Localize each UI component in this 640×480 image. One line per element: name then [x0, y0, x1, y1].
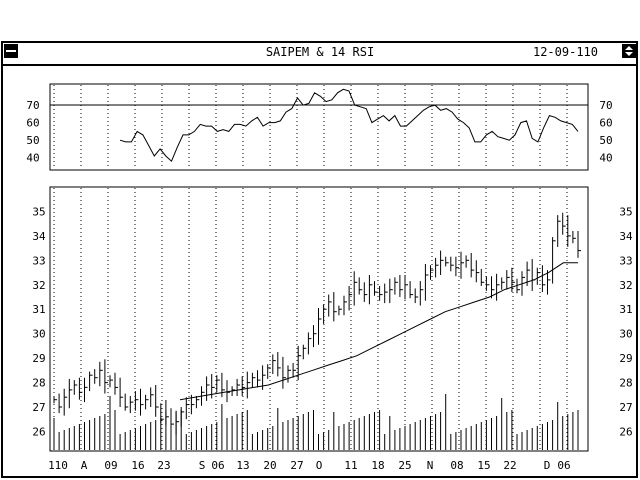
x-tick-label: S [199, 459, 206, 472]
price-y-tick-right: 32 [619, 279, 632, 292]
price-y-tick-left: 33 [32, 254, 45, 267]
price-y-tick-right: 26 [619, 425, 632, 438]
x-tick-label: 11 [344, 459, 357, 472]
price-y-tick-right: 34 [619, 230, 633, 243]
rsi-y-tick-left: 60 [26, 117, 39, 130]
price-y-tick-left: 27 [32, 401, 45, 414]
price-y-tick-right: 31 [619, 303, 632, 316]
price-y-tick-right: 33 [619, 254, 632, 267]
rsi-panel: 40 40 50 50 60 60 70 70 [26, 83, 613, 171]
price-y-tick-left: 29 [32, 352, 45, 365]
price-y-tick-left: 31 [32, 303, 45, 316]
x-tick-label: 06 [211, 459, 224, 472]
title-bar: SAIPEM & 14 RSI 12-09-110 [0, 40, 640, 64]
x-tick-label: 22 [503, 459, 516, 472]
x-tick-label: 23 [157, 459, 170, 472]
moving-average-line [179, 262, 578, 401]
price-y-tick-right: 29 [619, 352, 632, 365]
x-tick-label: A [81, 459, 88, 472]
chart-window: SAIPEM & 14 RSI 12-09-110 [0, 40, 640, 480]
price-plot-frame [49, 186, 589, 452]
price-y-tick-right: 35 [619, 205, 632, 218]
rsi-plot-frame [49, 83, 589, 171]
price-y-tick-right: 27 [619, 401, 632, 414]
price-y-tick-left: 30 [32, 328, 45, 341]
x-tick-label: O [316, 459, 323, 472]
x-tick-label: 18 [371, 459, 384, 472]
rsi-y-tick-right: 50 [599, 134, 612, 147]
x-tick-label: 16 [131, 459, 144, 472]
x-tick-label: 25 [398, 459, 411, 472]
x-tick-label: N [427, 459, 434, 472]
x-tick-label: 09 [104, 459, 117, 472]
x-tick-label: D [544, 459, 551, 472]
price-y-tick-left: 35 [32, 205, 45, 218]
price-y-tick-left: 28 [32, 377, 45, 390]
x-tick-label: 06 [557, 459, 570, 472]
window-frame [1, 41, 638, 478]
rsi-y-tick-right: 60 [599, 117, 612, 130]
x-tick-label: 27 [290, 459, 303, 472]
price-y-tick-left: 32 [32, 279, 45, 292]
price-y-tick-right: 28 [619, 377, 632, 390]
x-tick-label: 15 [477, 459, 490, 472]
rsi-y-tick-left: 50 [26, 134, 39, 147]
price-y-tick-left: 26 [32, 425, 45, 438]
price-y-tick-left: 34 [32, 230, 46, 243]
x-tick-label: 20 [263, 459, 276, 472]
rsi-y-tick-right: 70 [599, 99, 612, 112]
rsi-y-tick-right: 40 [599, 152, 612, 165]
x-tick-label: 13 [236, 459, 249, 472]
rsi-y-tick-left: 70 [26, 99, 39, 112]
rsi-y-tick-left: 40 [26, 152, 39, 165]
price-panel: 26 26 27 27 28 28 29 29 30 30 31 31 32 32 33 33 34 34 35 35… [32, 186, 633, 472]
window-menu-icon[interactable] [4, 44, 18, 58]
x-tick-label: 08 [450, 459, 463, 472]
rsi-line [119, 88, 579, 163]
price-y-tick-right: 30 [619, 328, 632, 341]
chart-date: 12-09-110 [532, 45, 598, 59]
x-tick-label: 110 [48, 459, 68, 472]
scroll-arrows-icon[interactable] [622, 44, 636, 58]
window-title: SAIPEM & 14 RSI [265, 45, 375, 59]
